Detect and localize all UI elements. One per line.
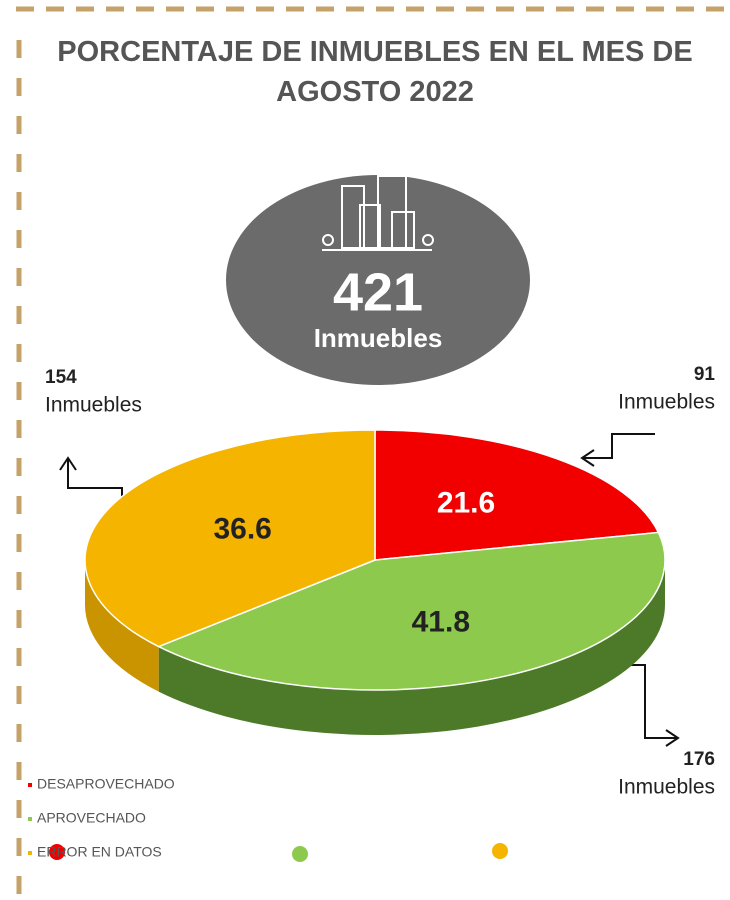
legend-dot [292,846,308,862]
slice [84,429,376,648]
count-unit: Inmuebles [618,776,715,799]
slice-side [158,560,665,735]
count-unit: Inmuebles [618,391,715,414]
value-label: 41.8 [412,606,470,639]
count-label: 91 [694,364,716,385]
legend-label: ERROR EN DATOS [37,844,162,860]
legend-label: DESAPROVECHADO [37,776,175,792]
total-unit: Inmuebles [314,323,443,353]
slice-side [85,560,159,692]
total-value: 421 [333,262,423,322]
building-icon [322,175,434,251]
slice [374,429,660,561]
legend-dot [492,843,508,859]
legend-swatch [28,817,32,821]
legend-swatch [28,851,32,855]
legend-dot [49,844,65,860]
legend-label: APROVECHADO [37,810,146,826]
total-badge [226,175,530,385]
count-label: 154 [45,367,77,388]
slice [156,531,666,691]
value-label: 21.6 [437,486,495,519]
pie [84,429,666,735]
count-unit: Inmuebles [45,394,142,417]
chart-title: PORCENTAJE DE INMUEBLES EN EL MES DE AGO… [57,36,693,108]
value-label: 36.6 [213,513,271,546]
count-label: 176 [683,749,715,770]
legend-swatch [28,783,32,787]
